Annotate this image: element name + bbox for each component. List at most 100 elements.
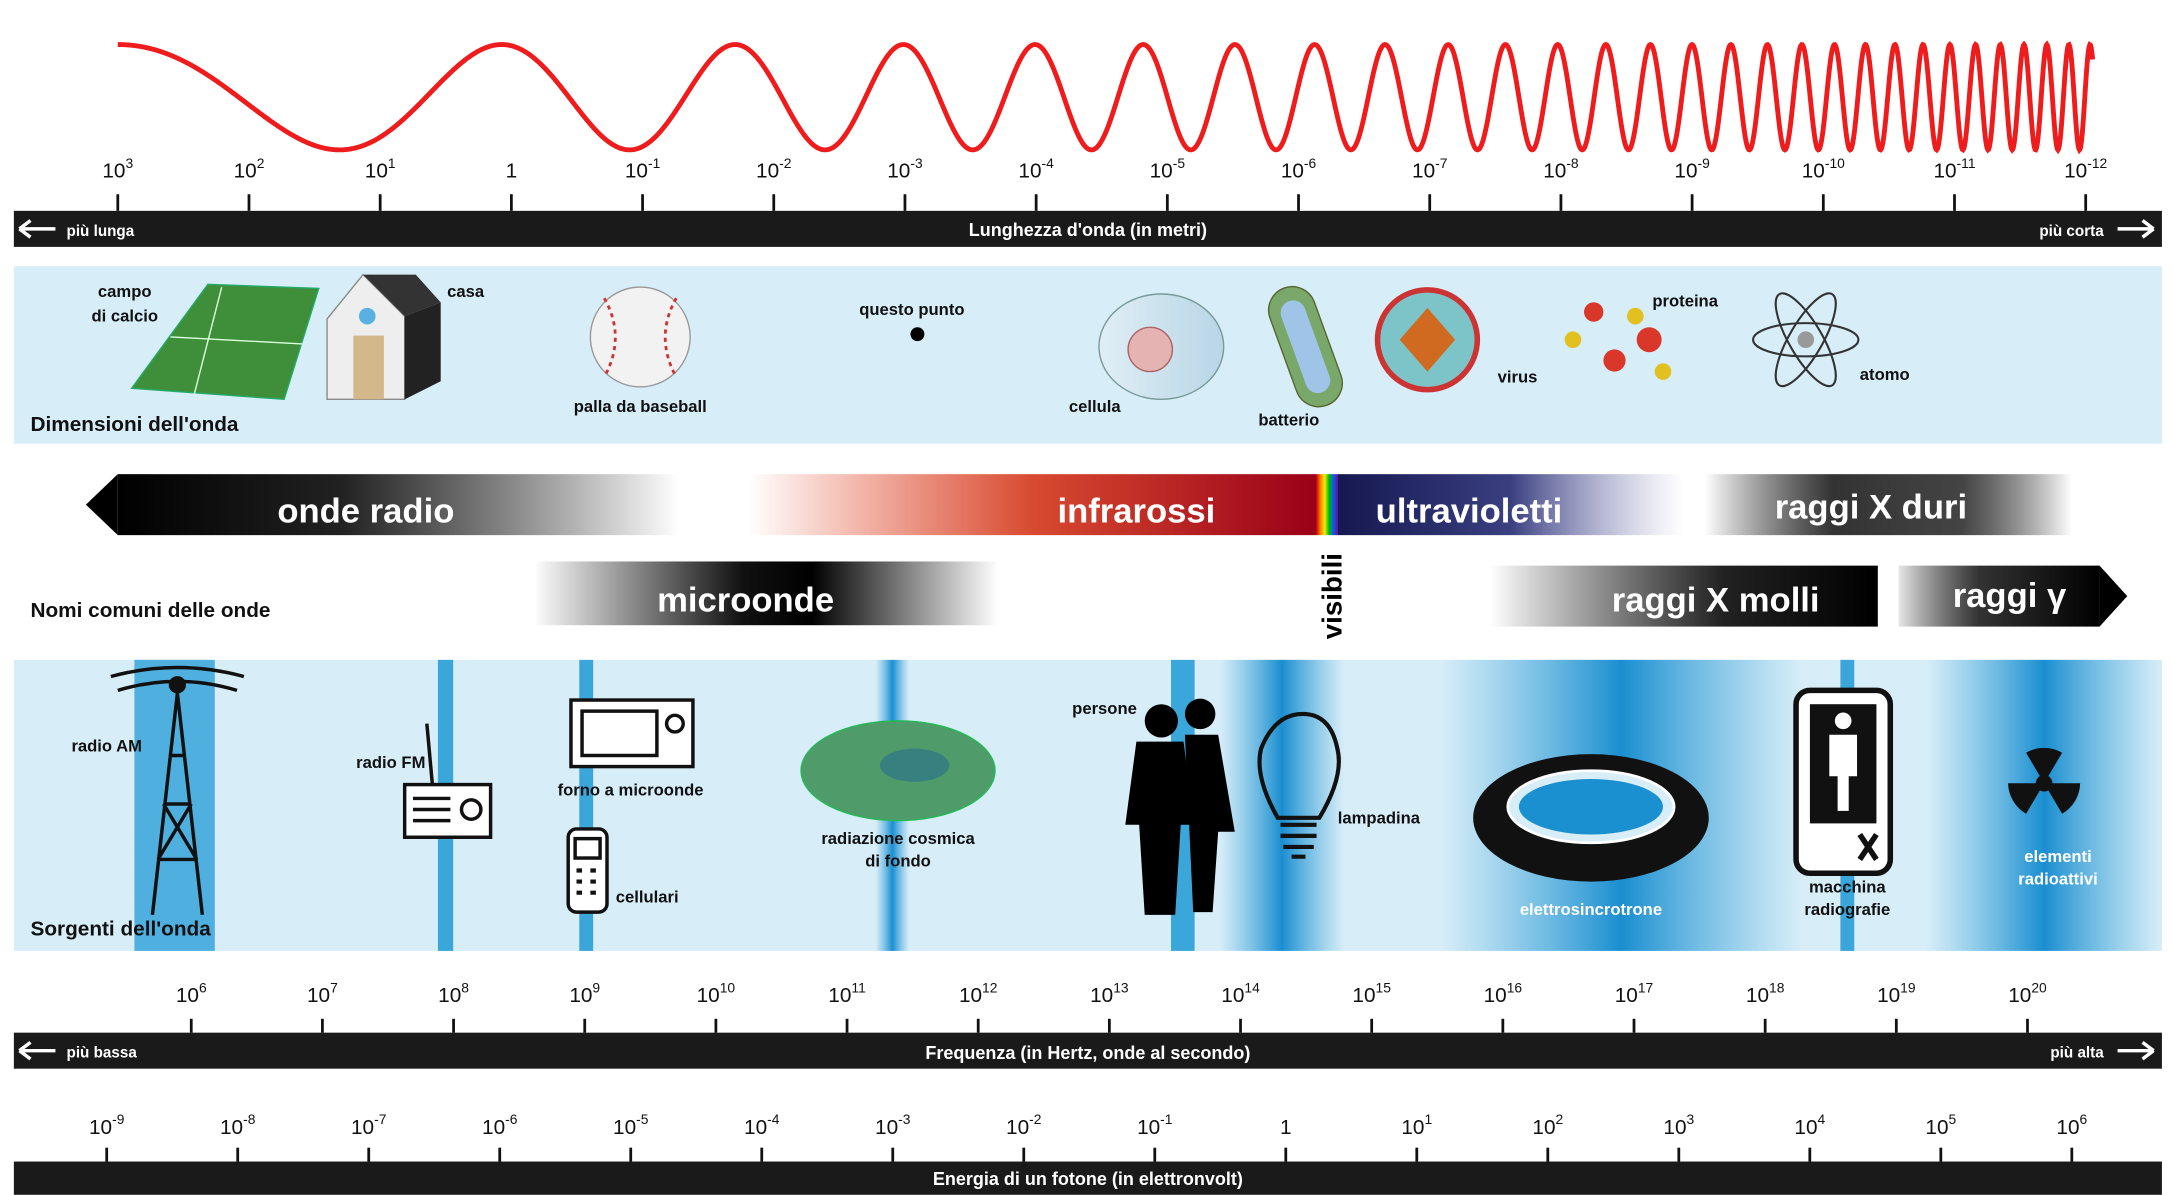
tick-label: 1015 — [1352, 979, 1391, 1007]
tick-base: 10 — [2008, 984, 2031, 1007]
tick-exponent: 2 — [257, 155, 265, 171]
tick-exponent: 6 — [199, 979, 207, 995]
tick-exponent: -4 — [767, 1111, 780, 1127]
source-label: di fondo — [865, 851, 931, 870]
tick-label: 108 — [438, 979, 469, 1007]
bar-title: Energia di un fotone (in elettronvolt) — [933, 1169, 1243, 1189]
tick-label: 1 — [1280, 1116, 1292, 1139]
size-label: campo — [98, 282, 152, 301]
tick-base: 10 — [697, 984, 720, 1007]
tick-exponent: 3 — [1687, 1111, 1695, 1127]
tick-exponent: 6 — [2080, 1111, 2088, 1127]
source-label: persone — [1072, 699, 1137, 718]
tick-exponent: -9 — [1698, 155, 1711, 171]
source-label: cellulari — [616, 887, 679, 906]
tick-base: 10 — [1018, 160, 1041, 183]
tick-label: 1013 — [1090, 979, 1129, 1007]
tick-exponent: -7 — [374, 1111, 386, 1127]
tick-label: 10-7 — [351, 1111, 386, 1139]
tick-base: 10 — [625, 160, 648, 183]
tick-base: 10 — [1006, 1116, 1029, 1139]
tick-label: 1019 — [1877, 979, 1916, 1007]
tick-base: 10 — [1802, 160, 1825, 183]
bar-right-label: più alta — [2050, 1045, 2104, 1062]
tick-label: 10-1 — [1137, 1111, 1173, 1139]
tick-label: 1018 — [1746, 979, 1785, 1007]
tick-exponent: -1 — [1160, 1111, 1173, 1127]
wave-name: onde radio — [277, 493, 454, 531]
tick-exponent: -3 — [898, 1111, 911, 1127]
size-label: palla da baseball — [574, 397, 707, 416]
tick-label: 102 — [1532, 1111, 1563, 1139]
bar-title: Frequenza (in Hertz, onde al secondo) — [925, 1043, 1250, 1063]
bar-title: Lunghezza d'onda (in metri) — [969, 220, 1207, 240]
tick-label: 10-9 — [1674, 155, 1710, 183]
tick-exponent: -6 — [505, 1111, 518, 1127]
tick-base: 10 — [1877, 984, 1900, 1007]
tick-base: 10 — [102, 160, 125, 183]
tick-exponent: 7 — [330, 979, 338, 995]
tick-base: 10 — [1281, 160, 1304, 183]
tick-label: 10-12 — [2064, 155, 2107, 183]
source-label: radio AM — [71, 736, 142, 755]
tick-base: 10 — [220, 1116, 243, 1139]
tick-label: 10-2 — [756, 155, 791, 183]
cmb-spot — [880, 749, 949, 782]
tick-label: 109 — [569, 979, 600, 1007]
tick-exponent: 14 — [1244, 979, 1260, 995]
size-label: di calcio — [91, 307, 158, 326]
wave-name: visibili — [1316, 553, 1347, 639]
panel-title: Nomi comuni delle onde — [30, 599, 270, 622]
tick-label: 10-11 — [1933, 155, 1975, 183]
tick-label: 1016 — [1484, 979, 1523, 1007]
tick-exponent: 1 — [388, 155, 396, 171]
tick-base: 10 — [176, 984, 199, 1007]
tick-label: 105 — [1925, 1111, 1956, 1139]
tick-base: 1 — [506, 160, 518, 183]
tick-exponent: -5 — [1173, 155, 1186, 171]
source-label: forno a microonde — [558, 781, 704, 800]
size-label: batterio — [1258, 411, 1319, 430]
tick-exponent: 17 — [1638, 979, 1653, 995]
size-label: virus — [1498, 368, 1538, 387]
tick-label: 10-7 — [1412, 155, 1447, 183]
size-label: atomo — [1860, 365, 1910, 384]
tick-exponent: 8 — [461, 979, 469, 995]
tick-exponent: 12 — [982, 979, 997, 995]
size-label: proteina — [1652, 291, 1718, 310]
tick-base: 10 — [307, 984, 330, 1007]
tick-base: 10 — [1484, 984, 1507, 1007]
tick-base: 10 — [1933, 160, 1956, 183]
tick-exponent: 13 — [1113, 979, 1129, 995]
tick-base: 10 — [482, 1116, 505, 1139]
tick-label: 10-2 — [1006, 1111, 1041, 1139]
tick-exponent: -9 — [112, 1111, 125, 1127]
tick-label: 10-4 — [1018, 155, 1054, 183]
tick-base: 10 — [1412, 160, 1435, 183]
tick-exponent: 3 — [125, 155, 133, 171]
tick-base: 10 — [234, 160, 257, 183]
spectrum-diagram: più lunga Lunghezza d'onda (in metri) pi… — [0, 0, 2173, 1195]
tick-base: 10 — [365, 160, 388, 183]
wave-name: microonde — [657, 581, 834, 619]
panel-title: Sorgenti dell'onda — [30, 918, 211, 941]
tick-base: 10 — [875, 1116, 898, 1139]
wave-name: raggi X molli — [1612, 581, 1820, 619]
tick-label: 10-3 — [875, 1111, 911, 1139]
tick-base: 10 — [2064, 160, 2087, 183]
tick-base: 10 — [1663, 1116, 1686, 1139]
tick-label: 1017 — [1615, 979, 1654, 1007]
tick-base: 10 — [1615, 984, 1638, 1007]
source-label: lampadina — [1338, 808, 1421, 827]
tick-exponent: -5 — [636, 1111, 649, 1127]
tick-label: 1014 — [1221, 979, 1260, 1007]
tick-label: 10-10 — [1802, 155, 1845, 183]
tick-exponent: -1 — [648, 155, 661, 171]
tick-label: 10-8 — [1543, 155, 1579, 183]
wave — [118, 45, 2093, 150]
tick-base: 10 — [1543, 160, 1566, 183]
source-label: elementi — [2024, 847, 2091, 866]
tick-exponent: -4 — [1042, 155, 1055, 171]
tick-exponent: 9 — [592, 979, 600, 995]
tick-base: 10 — [828, 984, 851, 1007]
